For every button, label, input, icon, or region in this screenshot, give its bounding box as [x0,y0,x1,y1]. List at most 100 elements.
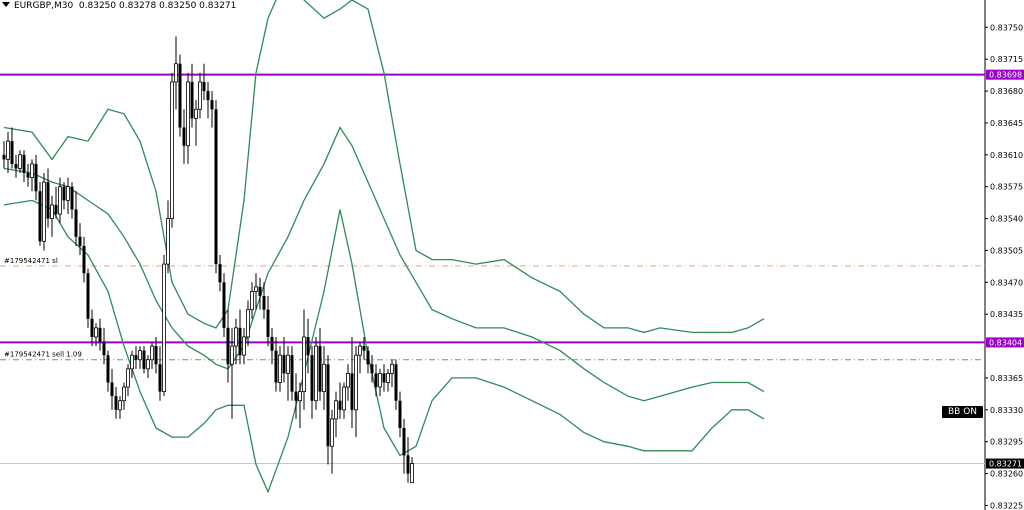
candle-body-bull [66,186,70,201]
candle-body-bull [130,354,134,370]
candle-body-bull [230,345,234,365]
candle-body-bull [314,345,318,402]
candle-body-bear [238,327,242,356]
candle-body-bull [42,181,46,242]
candle-body-bull [122,386,126,402]
candle-body-bull [30,163,34,178]
candle-body-bear [290,355,294,392]
candle-body-bull [18,154,22,169]
candle-body-bull [198,81,202,110]
order-level-label: #179542471 sell 1.09 [4,351,82,359]
candle-body-bear [262,295,266,310]
candle-body-bear [350,373,354,410]
candle-body-bear [90,318,94,337]
candle-body-bear [10,141,14,164]
candle-body-bull [150,345,154,361]
candle-body-bear [206,91,210,101]
candle-body-bull [250,291,254,311]
y-tick-label: 0.83470 [990,278,1023,287]
candle-body-bear [266,309,270,337]
candle-body-bull [50,204,54,219]
candle-body-bull [410,463,414,484]
chart-header: EURGBP,M30 0.83250 0.83278 0.83250 0.832… [2,1,236,11]
bb-toggle-button[interactable]: BB ON [942,406,983,418]
candle-body-bear [142,350,146,369]
candle-body-bull [234,327,238,347]
candle-body-bear [34,163,38,192]
candle-body-bear [70,186,74,210]
level-price-tag [986,337,1024,348]
candle-body-bear [382,373,386,383]
candle-body-bear [222,282,226,328]
candle-body-bull [94,327,98,338]
y-tick-label: 0.83365 [990,374,1023,383]
bollinger-upper-band [3,0,765,334]
candle-body-bear [394,364,398,401]
dropdown-triangle-icon[interactable] [2,2,10,7]
candle-body-bull [138,350,142,361]
candle-body-bull [298,391,302,402]
candle-body-bear [14,163,18,169]
candle-body-bear [202,81,206,92]
candle-body-bear [110,382,114,397]
y-tick-label: 0.83575 [990,183,1023,192]
candle-body-bear [214,109,218,265]
candle-body-bear [182,127,186,146]
bollinger-lower-band [3,199,765,494]
candle-body-bear [114,396,118,410]
candle-body-bear [294,391,298,401]
candle-body-bear [366,350,370,365]
candle-body-bull [186,81,190,147]
y-tick-label: 0.83645 [990,119,1023,128]
candle-body-bear [102,341,106,356]
candle-body-bear [374,373,378,388]
ohlc-values: 0.83250 0.83278 0.83250 0.83271 [78,1,237,11]
candle-body-bear [402,428,406,456]
candle-body-bear [406,455,410,474]
candle-body-bear [210,100,214,110]
candle-body-bear [190,81,194,119]
candle-body-bull [286,354,290,374]
candle-body-bull [194,108,198,119]
y-tick-label: 0.83295 [990,438,1023,447]
candle-body-bear [134,355,138,360]
candle-body-bull [390,363,394,374]
y-tick-label: 0.83505 [990,246,1023,255]
candle-body-bear [338,400,342,410]
candle-body-bear [86,273,90,319]
candle-body-bull [170,81,174,219]
y-tick-label: 0.83260 [990,470,1023,479]
candle-body-bear [318,346,322,392]
candle-body-bull [358,345,362,356]
y-tick-label: 0.83610 [990,151,1023,160]
candle-body-bear [74,209,78,237]
y-tick-label: 0.83225 [990,501,1023,510]
y-tick-label: 0.83540 [990,215,1023,224]
candle-body-bear [310,355,314,401]
candle-body-bull [162,263,166,393]
candle-body-bull [146,359,150,370]
candle-body-bear [82,245,86,274]
candle-body-bull [386,372,390,383]
candle-body-bull [58,186,62,215]
y-tick-label: 0.83435 [990,310,1023,319]
candle-body-bear [274,350,278,383]
candle-body-bull [378,372,382,388]
candle-body-bull [118,400,122,411]
candle-body-bear [98,327,102,342]
current-price-tag [986,458,1024,469]
candle-body-bear [62,186,66,201]
candle-body-bull [166,218,170,265]
level-price-label: 0.83698 [989,71,1022,80]
candle-body-bear [78,236,82,246]
symbol-timeframe: EURGBP,M30 [14,1,74,11]
candle-body-bear [282,355,286,374]
candle-body-bear [38,191,42,242]
candle-body-bull [354,354,358,411]
candle-body-bear [218,264,222,283]
candle-body-bear [106,355,110,383]
candle-body-bull [126,368,130,388]
candle-body-bull [330,418,334,447]
